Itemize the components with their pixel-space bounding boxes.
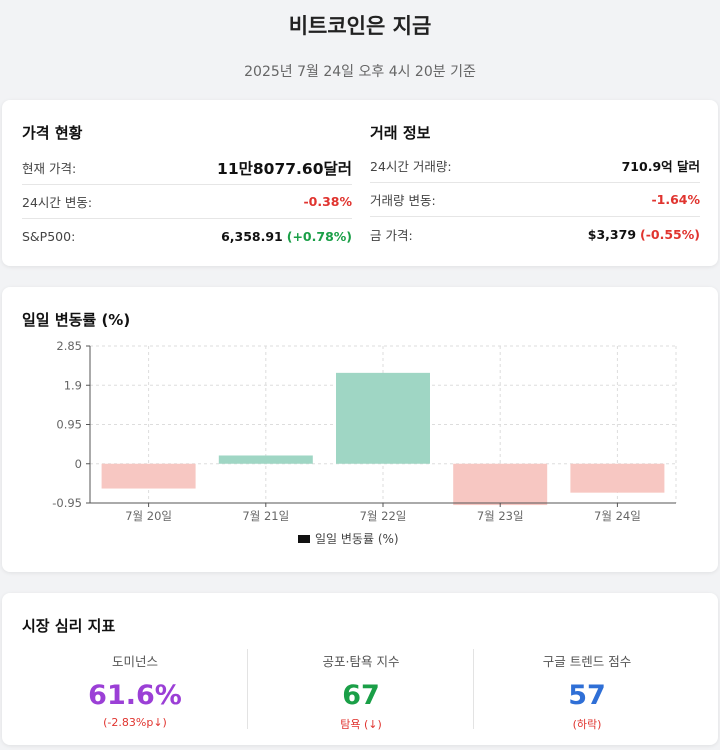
bar: [336, 372, 430, 464]
volume-change-label: 거래량 변동:: [370, 193, 436, 208]
bar: [218, 455, 313, 464]
sp500-change: (+0.78%): [286, 228, 352, 244]
gold-price-value: $3,379: [587, 226, 637, 242]
daily-change-chart-card: 일일 변동률 (%) 2.85 1.9 0.95 0 -0.95 7월 20일 7월 21일…: [2, 287, 718, 572]
chart-heading: 일일 변동률 (%): [22, 311, 131, 329]
sp500-label: S&P500:: [22, 228, 76, 244]
fear-greed-value: 67: [342, 680, 380, 711]
legend-swatch: [298, 535, 310, 543]
dominance-indicator: 도미넌스 61.6% (-2.83%p↓): [22, 648, 248, 729]
bar: [101, 463, 196, 489]
page-title: 비트코인은 지금: [288, 14, 432, 38]
volume-row: 24시간 거래량: 710.9억 달러: [370, 149, 700, 183]
y-tick-label: -0.95: [52, 496, 82, 510]
divider: [473, 649, 474, 729]
volume-value: 710.9억 달러: [621, 159, 700, 174]
gold-price-change: (-0.55%): [640, 226, 700, 242]
x-tick-label: 7월 23일: [477, 509, 524, 523]
google-trends-status: (하락): [572, 718, 602, 731]
bar: [453, 463, 548, 506]
bar: [570, 463, 665, 493]
y-tick-label: 0: [75, 457, 82, 471]
current-price-row: 현재 가격: 11만8077.60달러: [22, 151, 352, 185]
volume-change-value: -1.64%: [651, 192, 700, 207]
google-trends-indicator: 구글 트렌드 점수 57 (하락): [474, 648, 700, 731]
current-price-label: 현재 가격:: [22, 161, 77, 176]
dominance-value: 61.6%: [88, 680, 182, 711]
x-tick-label: 7월 22일: [360, 509, 407, 523]
dominance-change: (-2.83%p↓): [103, 716, 167, 729]
google-trends-value: 57: [568, 680, 606, 711]
dominance-label: 도미넌스: [111, 654, 158, 669]
volume-label: 24시간 거래량:: [370, 159, 452, 174]
change-24h-label: 24시간 변동:: [22, 195, 93, 210]
legend-label: 일일 변동률 (%): [315, 532, 399, 546]
volume-change-row: 거래량 변동: -1.64%: [370, 183, 700, 217]
divider: [247, 649, 248, 729]
x-tick-label: 7월 21일: [242, 509, 289, 523]
google-trends-label: 구글 트렌드 점수: [542, 654, 632, 669]
fear-greed-indicator: 공포·탐욕 지수 67 탐욕 (↓): [248, 648, 474, 731]
price-status-heading: 가격 현황: [22, 124, 83, 142]
change-24h-value: -0.38%: [303, 194, 352, 209]
fear-greed-status: 탐욕 (↓): [340, 718, 382, 731]
timestamp-subtitle: 2025년 7월 24일 오후 4시 20분 기준: [244, 64, 476, 80]
sp500-value: 6,358.91: [221, 228, 283, 244]
x-tick-label: 7월 24일: [594, 509, 641, 523]
daily-change-bar-chart: 2.85 1.9 0.95 0 -0.95 7월 20일 7월 21일 7월 22일 7월 23…: [52, 339, 677, 546]
sp500-row: S&P500: 6,358.91 (+0.78%): [22, 219, 352, 253]
fear-greed-label: 공포·탐욕 지수: [322, 654, 400, 669]
current-price-value: 11만8077.60달러: [217, 159, 352, 178]
y-tick-label: 2.85: [56, 339, 82, 353]
gold-price-label: 금 가격:: [370, 227, 413, 243]
change-24h-row: 24시간 변동: -0.38%: [22, 185, 352, 219]
sentiment-card: 시장 심리 지표 도미넌스 61.6% (-2.83%p↓) 공포·탐욕 지수 …: [2, 593, 718, 745]
y-tick-label: 0.95: [56, 418, 82, 432]
gold-price-row: 금 가격: $3,379 (-0.55%): [370, 217, 700, 251]
market-overview-card: 가격 현황 현재 가격: 11만8077.60달러 24시간 변동: -0.38…: [2, 100, 718, 266]
sentiment-heading: 시장 심리 지표: [22, 617, 116, 635]
y-tick-label: 1.9: [64, 378, 82, 392]
x-tick-label: 7월 20일: [125, 509, 172, 523]
trade-info-heading: 거래 정보: [370, 124, 431, 142]
